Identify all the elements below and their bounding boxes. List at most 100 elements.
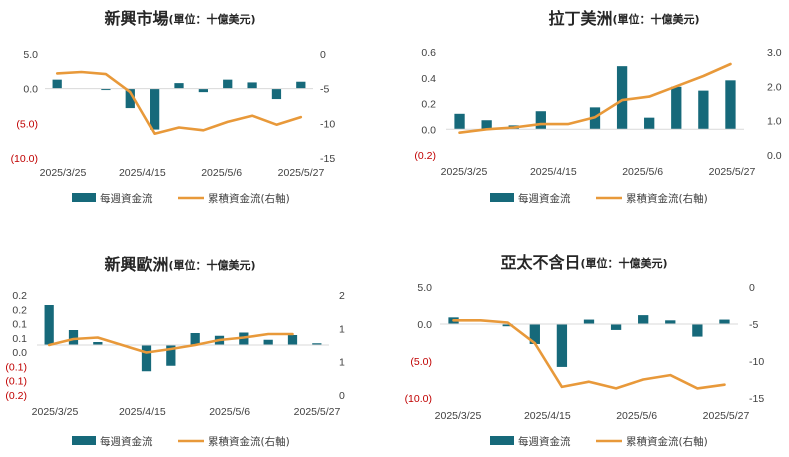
bar-weekly-flow [166, 345, 176, 366]
y-right-tick-label: -15 [749, 393, 764, 405]
chart-svg: 新興歐洲(單位：十億美元) 0.2 0.2 0.1 0.1 0.0 (0.1) (0.1) (0… [5, 255, 345, 448]
y-right-tick-label: 1 [339, 357, 345, 369]
y-left-tick-label: 0.6 [421, 47, 436, 59]
y-left-tick-label: 0.4 [421, 73, 436, 85]
x-tick-label: 2025/5/6 [616, 410, 657, 422]
legend-bar-label: 每週資金流 [518, 192, 571, 205]
y-right-tick-label: -5 [749, 319, 758, 331]
legend-bar-swatch [490, 193, 514, 202]
line-cumulative-flow [47, 332, 294, 354]
bar-weekly-flow [52, 79, 62, 89]
x-tick-label: 2025/4/15 [119, 167, 166, 179]
y-right-tick-label: -15 [320, 153, 335, 165]
chart-title-main: 亞太不含日 [500, 253, 580, 272]
y-left-tick-label: (0.2) [414, 150, 436, 162]
chart-svg: 新興市場(單位：十億美元) 5.0 0.0 (5.0) (10.0) 0 -5 -10 -15 2… [11, 9, 336, 205]
chart-title: 新興歐洲(單位：十億美元) [104, 255, 255, 274]
chart-title: 新興市場(單位：十億美元) [104, 9, 255, 28]
chart-title-unit: (單位：十億美元) [168, 12, 255, 26]
bar-weekly-flow [616, 66, 628, 130]
chart-title: 亞太不含日(單位：十億美元) [500, 253, 667, 272]
x-tick-label: 2025/5/6 [201, 167, 242, 179]
bar-weekly-flow [481, 120, 492, 130]
bar-weekly-flow [698, 90, 709, 130]
y-right-tick-label: -10 [320, 118, 335, 130]
x-tick-label: 2025/5/27 [703, 410, 750, 422]
y-left-tick-label: (0.1) [5, 376, 27, 388]
bar-weekly-flow [247, 82, 257, 89]
y-left-tick-label: (5.0) [410, 356, 432, 368]
y-left-tick-label: 5.0 [23, 49, 38, 61]
line-cumulative-flow [458, 62, 732, 134]
bar-weekly-flow [529, 324, 540, 344]
y-left-tick-label: 0.2 [12, 304, 27, 316]
y-left-tick-label: 0.0 [421, 124, 436, 136]
y-right-tick-label: 0 [339, 390, 345, 402]
bar-weekly-flow [535, 111, 546, 130]
x-tick-label: 2025/5/6 [209, 406, 250, 418]
y-left-tick-label: (10.0) [405, 393, 432, 405]
y-right-tick-label: -5 [320, 84, 329, 96]
chart-title-unit: (單位：十億美元) [168, 258, 255, 272]
bar-weekly-flow [692, 324, 703, 337]
y-right-tick-label: -10 [749, 356, 764, 368]
bar-weekly-flow [93, 342, 103, 345]
bar-weekly-flow [125, 88, 135, 109]
legend-bar-swatch [490, 436, 514, 445]
y-right-tick-label: 0.0 [767, 150, 782, 162]
bar-weekly-flow [44, 305, 54, 345]
bar-weekly-flow [502, 324, 513, 327]
legend-line-label: 累積資金流(右軸) [208, 435, 290, 448]
x-tick-label: 2025/3/25 [441, 166, 488, 178]
y-left-tick-label: 0.0 [417, 319, 432, 331]
chart-panel-asia-pacific-ex-japan: 亞太不含日(單位：十億美元) 5.0 0.0 (5.0) (10.0) 0 -5 -10 -15… [394, 228, 789, 457]
y-right-tick-label: 2.0 [767, 81, 782, 93]
bar-weekly-flow [556, 324, 568, 367]
chart-title-main: 拉丁美洲 [548, 9, 612, 28]
chart-title-unit: (單位：十億美元) [580, 256, 667, 270]
chart-svg: 亞太不含日(單位：十億美元) 5.0 0.0 (5.0) (10.0) 0 -5 -10 -15… [405, 253, 765, 448]
x-tick-label: 2025/5/6 [622, 166, 663, 178]
chart-title-main: 新興市場 [104, 9, 168, 28]
y-right-tick-label: 1.0 [767, 116, 782, 128]
chart-svg: 拉丁美洲(單位：十億美元) 0.6 0.4 0.2 0.0 (0.2) 3.0 2.0 1.0 0… [414, 9, 782, 205]
y-left-tick-label: 0.2 [421, 99, 436, 111]
bar-weekly-flow [610, 324, 622, 330]
x-tick-label: 2025/5/27 [709, 166, 756, 178]
y-left-tick-label: 0.2 [12, 290, 27, 302]
bar-weekly-flow [296, 81, 306, 89]
x-tick-label: 2025/4/15 [119, 406, 166, 418]
bar-weekly-flow [271, 88, 282, 100]
y-left-tick-label: 5.0 [417, 282, 432, 294]
x-tick-label: 2025/4/15 [530, 166, 577, 178]
chart-panel-emerging-europe: 新興歐洲(單位：十億美元) 0.2 0.2 0.1 0.1 0.0 (0.1) (0.1) (0… [0, 228, 394, 457]
x-tick-label: 2025/4/15 [524, 410, 571, 422]
y-left-tick-label: 0.0 [23, 84, 38, 96]
bar-weekly-flow [101, 88, 111, 91]
bar-weekly-flow [583, 319, 595, 324]
line-cumulative-flow [55, 70, 303, 135]
bar-weekly-flow [223, 79, 233, 89]
legend-bar-swatch [72, 193, 96, 202]
chart-title-main: 新興歐洲 [104, 255, 168, 274]
y-left-tick-label: (10.0) [11, 153, 38, 165]
x-tick-label: 2025/3/25 [32, 406, 79, 418]
bar-weekly-flow [174, 83, 184, 89]
legend-bar-label: 每週資金流 [100, 192, 153, 205]
x-tick-label: 2025/5/27 [278, 167, 325, 179]
bar-weekly-flow [312, 343, 322, 345]
y-right-tick-label: 0 [320, 49, 326, 61]
bar-weekly-flow [725, 80, 736, 130]
legend-bar-label: 每週資金流 [100, 435, 153, 448]
bar-weekly-flow [719, 319, 730, 324]
y-left-tick-label: 0.1 [12, 333, 27, 345]
chart-title-unit: (單位：十億美元) [612, 12, 699, 26]
x-tick-label: 2025/3/25 [435, 410, 482, 422]
legend-bar-label: 每週資金流 [518, 435, 571, 448]
legend-line-label: 累積資金流(右軸) [626, 435, 708, 448]
y-left-tick-label: (0.1) [5, 361, 27, 373]
bar-weekly-flow [190, 333, 200, 345]
legend-bar-swatch [72, 436, 96, 445]
bar-weekly-flow [287, 335, 298, 345]
y-right-tick-label: 0 [749, 282, 755, 294]
